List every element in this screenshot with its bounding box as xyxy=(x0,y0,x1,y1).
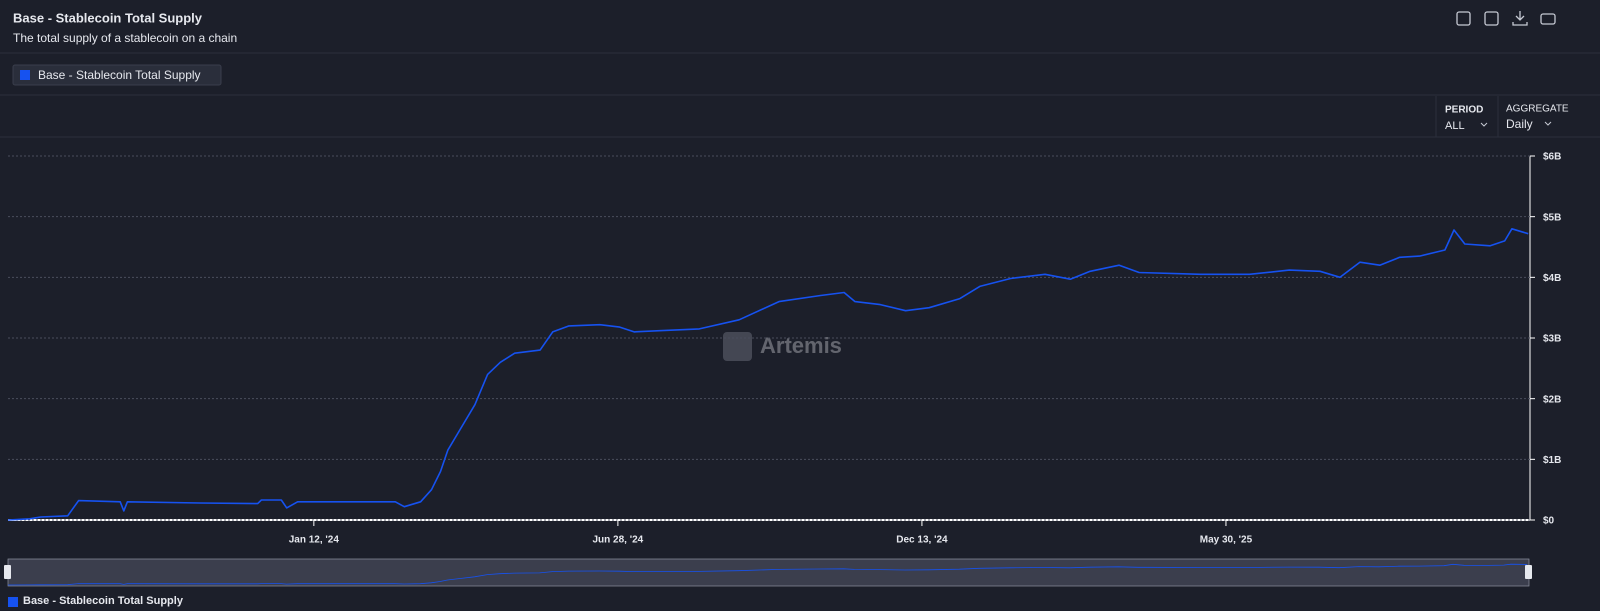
data-line xyxy=(7,228,1529,521)
legend-swatch xyxy=(8,597,18,607)
watermark-logo xyxy=(723,332,752,361)
y-tick-label: $5B xyxy=(1543,212,1561,223)
navigator-handle[interactable] xyxy=(4,565,11,579)
y-tick-label: $3B xyxy=(1543,334,1561,345)
x-tick-label: Jan 12, '24 xyxy=(289,535,340,546)
watermark: Artemis xyxy=(723,332,842,361)
legend-swatch xyxy=(20,70,30,80)
y-tick-label: $0 xyxy=(1543,516,1555,527)
navigator[interactable] xyxy=(7,558,1530,587)
legend-label: Base - Stablecoin Total Supply xyxy=(23,595,184,607)
x-tick-label: May 30, '25 xyxy=(1200,535,1253,546)
chart-subtitle: The total supply of a stablecoin on a ch… xyxy=(13,31,237,45)
aggregate-value[interactable]: Daily xyxy=(1506,117,1533,131)
embed-icon[interactable] xyxy=(1456,11,1471,26)
dropdown-caret xyxy=(1544,121,1552,126)
download-icon[interactable] xyxy=(1512,11,1528,26)
chart-title: Base - Stablecoin Total Supply xyxy=(13,10,203,25)
y-tick-label: $1B xyxy=(1543,455,1561,466)
aggregate-label: AGGREGATE xyxy=(1506,104,1569,115)
y-tick-label: $4B xyxy=(1543,273,1561,284)
watermark-text: Artemis xyxy=(760,333,842,358)
y-tick-label: $6B xyxy=(1543,152,1561,163)
dropdown-caret xyxy=(1480,122,1488,127)
camera-icon[interactable] xyxy=(1540,13,1556,25)
legend-label: Base - Stablecoin Total Supply xyxy=(38,68,201,82)
period-label: PERIOD xyxy=(1445,105,1483,116)
navigator-line xyxy=(7,563,1528,586)
legend-button[interactable] xyxy=(12,64,222,86)
navigator-handle[interactable] xyxy=(1525,565,1532,579)
toolbar-icons xyxy=(1456,11,1556,26)
sum-icon[interactable] xyxy=(1484,11,1499,26)
x-tick-label: Jun 28, '24 xyxy=(593,535,644,546)
period-value[interactable]: ALL xyxy=(1445,120,1465,132)
x-tick-label: Dec 13, '24 xyxy=(896,535,948,546)
y-tick-label: $2B xyxy=(1543,394,1561,405)
